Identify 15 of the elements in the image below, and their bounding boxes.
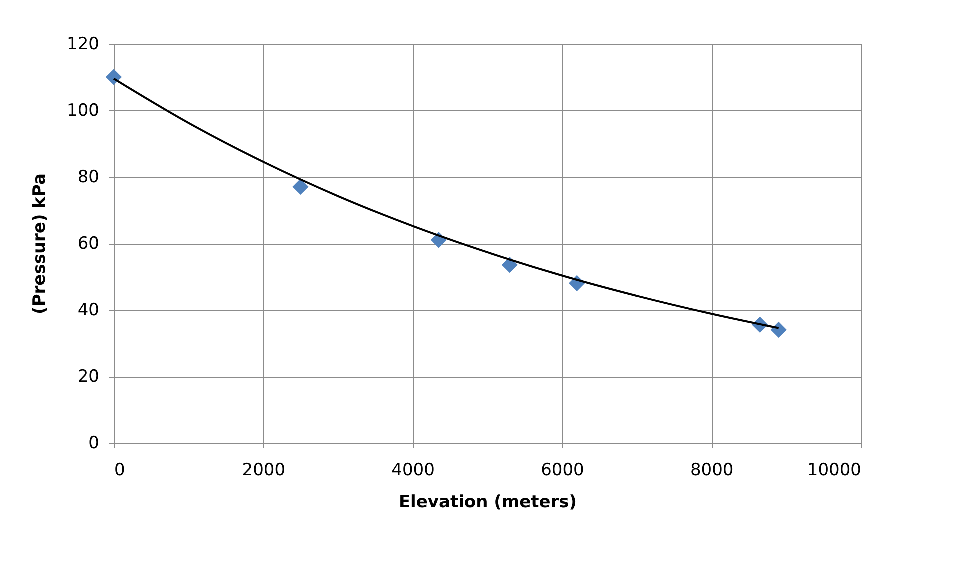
- x-tick-label: 6000: [541, 460, 584, 480]
- x-tick-label: 4000: [392, 460, 435, 480]
- x-tick-label: 8000: [690, 460, 734, 480]
- y-tick-label: 100: [67, 101, 100, 121]
- y-tick-label: 40: [78, 300, 100, 320]
- x-tick-label: 2000: [242, 460, 286, 480]
- y-tick-label: 0: [88, 434, 100, 454]
- y-axis-title: (Pressure) kPa: [30, 174, 50, 314]
- y-tick-label: 20: [78, 367, 100, 387]
- x-axis-title: Elevation (meters): [398, 492, 578, 512]
- x-tick-label: 10000: [807, 460, 862, 480]
- x-tick-label: 0: [114, 460, 126, 480]
- y-tick-label: 120: [67, 34, 100, 54]
- y-tick-label: 80: [78, 168, 100, 188]
- y-tick-label: 60: [78, 234, 100, 254]
